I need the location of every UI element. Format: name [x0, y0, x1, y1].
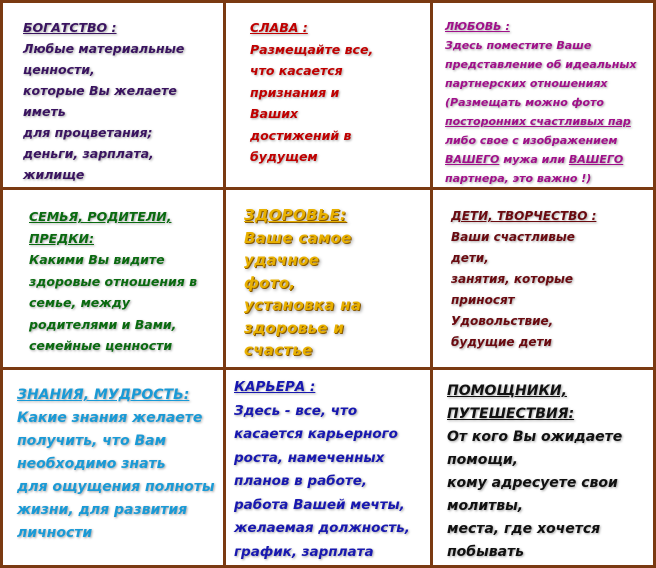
- cell-text-line: помощи,: [447, 452, 518, 468]
- cell-text-line: кому адресуете свои: [447, 475, 618, 491]
- cell-family: СЕМЬЯ, РОДИТЕЛИ, ПРЕДКИ: Какими Вы видите з…: [3, 190, 226, 370]
- cell-text-line: Здесь - все, что: [234, 402, 358, 419]
- cell-text-line: что касается: [250, 63, 343, 78]
- cell-title: ЗНАНИЯ, МУДРОСТЬ:: [17, 387, 190, 403]
- cell-text-line: Какими Вы видите: [29, 252, 165, 267]
- cell-text-line: жилище: [23, 167, 85, 182]
- cell-title: ПОМОЩНИКИ,: [447, 383, 567, 399]
- cell-text-line: места, где хочется: [447, 521, 601, 537]
- cell-title: БОГАТСТВО :: [23, 20, 117, 35]
- cell-text-line: посторонних счастливых пар: [445, 115, 631, 128]
- cell-text-line: Любые материальные: [23, 41, 185, 56]
- cell-text-line: роста, намеченных: [234, 449, 385, 466]
- cell-title: СЕМЬЯ, РОДИТЕЛИ,: [29, 209, 172, 224]
- cell-text-line: приносят: [451, 293, 515, 307]
- cell-text-line: Удовольствие,: [451, 314, 554, 328]
- cell-text-line: работа Вашей мечты,: [234, 496, 405, 513]
- cell-love: ЛЮБОВЬ : Здесь поместите Ваше представлени…: [433, 3, 653, 190]
- cell-text-line: личности: [17, 525, 93, 541]
- cell-text-line: От кого Вы ожидаете: [447, 429, 623, 445]
- cell-text-line: деньги, зарплата,: [23, 146, 154, 161]
- cell-text-line: побывать: [447, 544, 524, 560]
- cell-text-line: график, зарплата: [234, 543, 374, 560]
- cell-text-line: Ваши счастливые: [451, 230, 575, 244]
- cell-text-line: либо свое с изображением: [445, 134, 618, 147]
- cell-text-line: молитвы,: [447, 498, 524, 514]
- cell-text-line: семейные ценности: [29, 338, 173, 353]
- cell-text-line: установка на: [244, 296, 362, 314]
- cell-text-line: Размещайте все,: [250, 41, 374, 57]
- cell-title: КАРЬЕРА :: [234, 379, 316, 395]
- cell-text-line: для ощущения полноты: [17, 479, 215, 495]
- cell-text-line: семье, между: [29, 295, 130, 310]
- cell-text-line: занятия, которые: [451, 272, 574, 286]
- cell-title: ПРЕДКИ:: [29, 230, 94, 246]
- cell-text-line: для процветания;: [23, 125, 153, 140]
- cell-text-line: ценности,: [23, 62, 95, 77]
- cell-children: ДЕТИ, ТВОРЧЕСТВО : Ваши счастливые дети, за…: [433, 190, 653, 370]
- cell-title: СЛАВА :: [250, 20, 308, 35]
- cell-text-line: здоровье и: [244, 318, 345, 337]
- cell-title: ДЕТИ, ТВОРЧЕСТВО :: [451, 209, 597, 223]
- cell-text-line: Ваших: [250, 106, 299, 121]
- cell-text-line: будущем: [250, 149, 318, 164]
- cell-text-line: достижений в: [250, 127, 352, 143]
- cell-title: ЗДОРОВЬЕ:: [244, 206, 347, 224]
- cell-text-line: получить, что Вам: [17, 433, 167, 449]
- cell-health: ЗДОРОВЬЕ: Ваше самое удачное фото, установка…: [226, 190, 433, 370]
- cell-text-line: признания и: [250, 84, 340, 100]
- cell-text-line: желаемая должность,: [234, 520, 410, 536]
- cell-text-line: жизни, для развития: [17, 502, 188, 518]
- cell-text-line: иметь: [23, 104, 66, 119]
- cell-text-line: дети,: [451, 251, 489, 265]
- cell-text-line: партнера, это важно !): [445, 172, 592, 185]
- cell-text-line: Здесь поместите Ваше: [445, 39, 592, 52]
- cell-text-fragment: ВАШЕГО: [445, 153, 500, 166]
- cell-text-fragment: мужа или: [499, 153, 569, 166]
- cell-text-fragment: ВАШЕГО: [568, 153, 624, 166]
- cell-text-line: Какие знания желаете: [17, 410, 203, 426]
- cell-text-line: представление об идеальных: [445, 58, 637, 71]
- cell-text-line: ВАШЕГО мужа или ВАШЕГО: [445, 150, 643, 169]
- cell-text-line: касается карьерного: [234, 426, 398, 442]
- cell-text-line: необходимо знать: [17, 456, 166, 472]
- cell-title: ЛЮБОВЬ :: [445, 20, 510, 33]
- cell-text-line: счастье: [244, 341, 313, 359]
- cell-text-line: партнерских отношениях: [445, 77, 608, 90]
- cell-helpers: ПОМОЩНИКИ, ПУТЕШЕСТВИЯ: От кого Вы ожидает…: [433, 370, 653, 565]
- cell-text-line: Ваше самое: [244, 228, 352, 247]
- cell-career: КАРЬЕРА : Здесь - все, что касается карьер…: [226, 370, 433, 565]
- cell-text-line: планов в работе,: [234, 473, 367, 489]
- cell-text-line: фото,: [244, 273, 296, 292]
- cell-knowledge: ЗНАНИЯ, МУДРОСТЬ: Какие знания желаете пол…: [3, 370, 226, 565]
- cell-fame: СЛАВА : Размещайте все, что касается призна…: [226, 3, 433, 190]
- cell-text-line: родителями и Вами,: [29, 316, 177, 332]
- cell-title: ПУТЕШЕСТВИЯ:: [447, 406, 575, 422]
- cell-wealth: БОГАТСТВО : Любые материальные ценности, ко…: [3, 3, 226, 190]
- cell-text-line: (Размещать можно фото: [445, 96, 604, 109]
- cell-text-line: будущие дети: [451, 335, 552, 349]
- cell-text-line: которые Вы желаете: [23, 83, 177, 98]
- cell-text-line: здоровые отношения в: [29, 273, 198, 289]
- cell-text-line: удачное: [244, 251, 320, 269]
